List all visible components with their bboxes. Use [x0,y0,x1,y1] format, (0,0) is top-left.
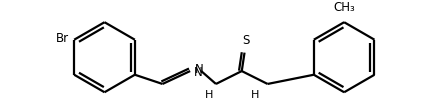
Text: H: H [250,90,259,100]
Text: N: N [195,63,204,76]
Text: Br: Br [55,32,69,45]
Text: CH₃: CH₃ [333,1,355,14]
Text: N: N [194,66,203,79]
Text: S: S [242,34,250,47]
Text: H: H [204,90,213,100]
